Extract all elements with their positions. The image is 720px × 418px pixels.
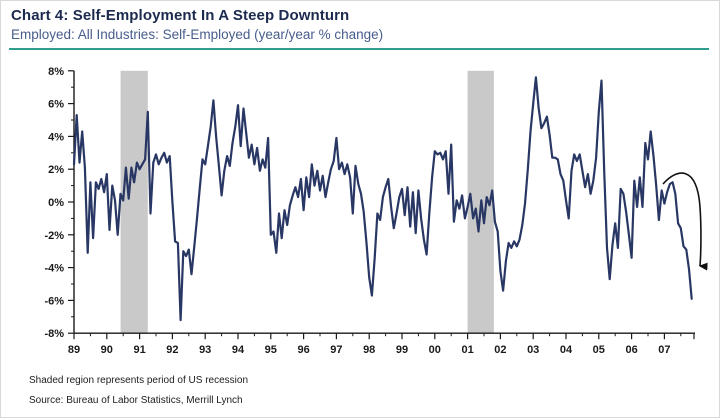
y-tick-label: -8% bbox=[44, 328, 64, 340]
x-tick-label: 00 bbox=[429, 344, 441, 356]
x-tick-label: 07 bbox=[658, 344, 670, 356]
y-tick-label: 4% bbox=[48, 131, 64, 143]
y-tick-label: -2% bbox=[44, 230, 64, 242]
x-tick-label: 92 bbox=[166, 344, 178, 356]
y-tick-label: 6% bbox=[48, 99, 64, 111]
chart-title: Chart 4: Self-Employment In A Steep Down… bbox=[11, 7, 350, 24]
x-tick-label: 96 bbox=[297, 344, 309, 356]
x-tick-label: 06 bbox=[625, 344, 637, 356]
series-line-group bbox=[72, 76, 693, 322]
teal-divider bbox=[9, 48, 709, 50]
recession-band bbox=[120, 70, 148, 334]
recession-bands bbox=[120, 70, 494, 334]
y-tick-label: -4% bbox=[44, 263, 64, 275]
x-tick-label: 94 bbox=[232, 344, 245, 356]
source-note: Source: Bureau of Labor Statistics, Merr… bbox=[29, 395, 243, 406]
x-tick-label: 05 bbox=[593, 344, 605, 356]
x-tick-label: 99 bbox=[396, 344, 408, 356]
series-line bbox=[72, 76, 693, 322]
y-tick-label: 2% bbox=[48, 164, 64, 176]
x-tick-label: 91 bbox=[133, 344, 145, 356]
x-tick-label: 01 bbox=[461, 344, 473, 356]
y-tick-label: 0% bbox=[48, 197, 64, 209]
x-tick-label: 95 bbox=[265, 344, 277, 356]
axes: 8% 6% 4% 2% 0% -2% -4% -6% -8% 89 90 91 92 93 94 95 96 97… bbox=[44, 66, 695, 356]
x-tick-label: 90 bbox=[101, 344, 113, 356]
x-tick-label: 98 bbox=[363, 344, 375, 356]
x-tick-label: 04 bbox=[560, 344, 573, 356]
downturn-arrow-icon bbox=[662, 172, 708, 271]
x-tick-label: 02 bbox=[494, 344, 506, 356]
x-tick-label: 97 bbox=[330, 344, 342, 356]
chart-subtitle: Employed: All Industries: Self-Employed … bbox=[11, 27, 384, 42]
y-tick-label: -6% bbox=[44, 295, 64, 307]
y-tick-label: 8% bbox=[48, 66, 64, 78]
line-chart: 8% 6% 4% 2% 0% -2% -4% -6% -8% 89 90 91 92 93 94 95 96 97… bbox=[44, 66, 708, 356]
x-tick-label: 89 bbox=[68, 344, 80, 356]
recession-note: Shaded region represents period of US re… bbox=[29, 375, 249, 386]
x-tick-label: 93 bbox=[199, 344, 211, 356]
x-tick-label: 03 bbox=[527, 344, 539, 356]
